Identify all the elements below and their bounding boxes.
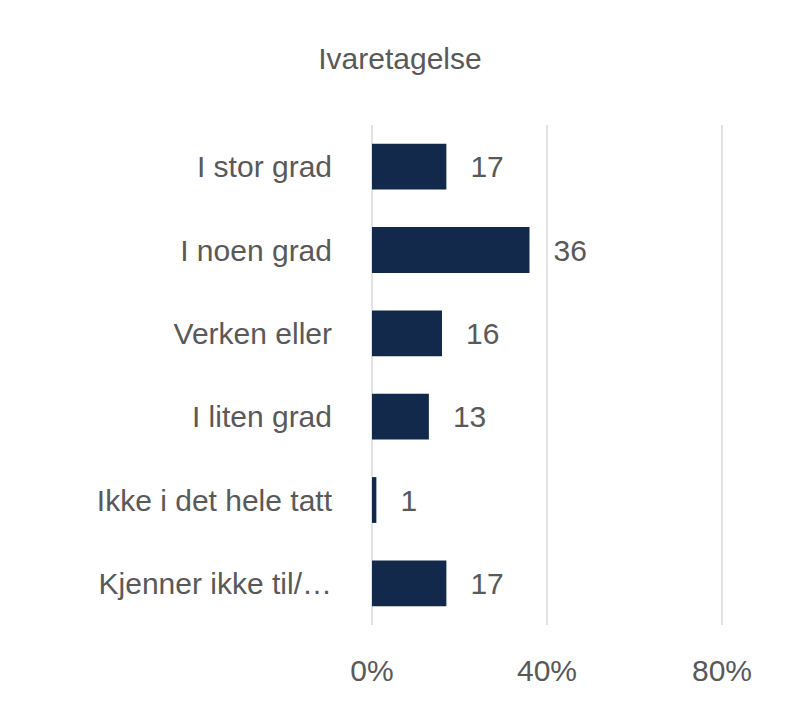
svg-text:0%: 0% [350, 654, 393, 687]
svg-text:1: 1 [400, 484, 417, 517]
svg-text:Ikke i det hele tatt: Ikke i det hele tatt [97, 484, 333, 517]
svg-text:40%: 40% [517, 654, 577, 687]
svg-text:17: 17 [470, 150, 503, 183]
svg-text:80%: 80% [692, 654, 752, 687]
svg-text:I noen grad: I noen grad [180, 234, 332, 267]
svg-text:16: 16 [466, 317, 499, 350]
svg-text:Kjenner ikke til/…: Kjenner ikke til/… [99, 567, 332, 600]
svg-text:I stor grad: I stor grad [197, 150, 332, 183]
svg-text:36: 36 [554, 234, 587, 267]
svg-text:I liten grad: I liten grad [192, 400, 332, 433]
svg-text:13: 13 [453, 400, 486, 433]
svg-text:Ivaretagelse: Ivaretagelse [318, 42, 481, 75]
svg-text:Verken eller: Verken eller [174, 317, 332, 350]
svg-text:17: 17 [470, 567, 503, 600]
